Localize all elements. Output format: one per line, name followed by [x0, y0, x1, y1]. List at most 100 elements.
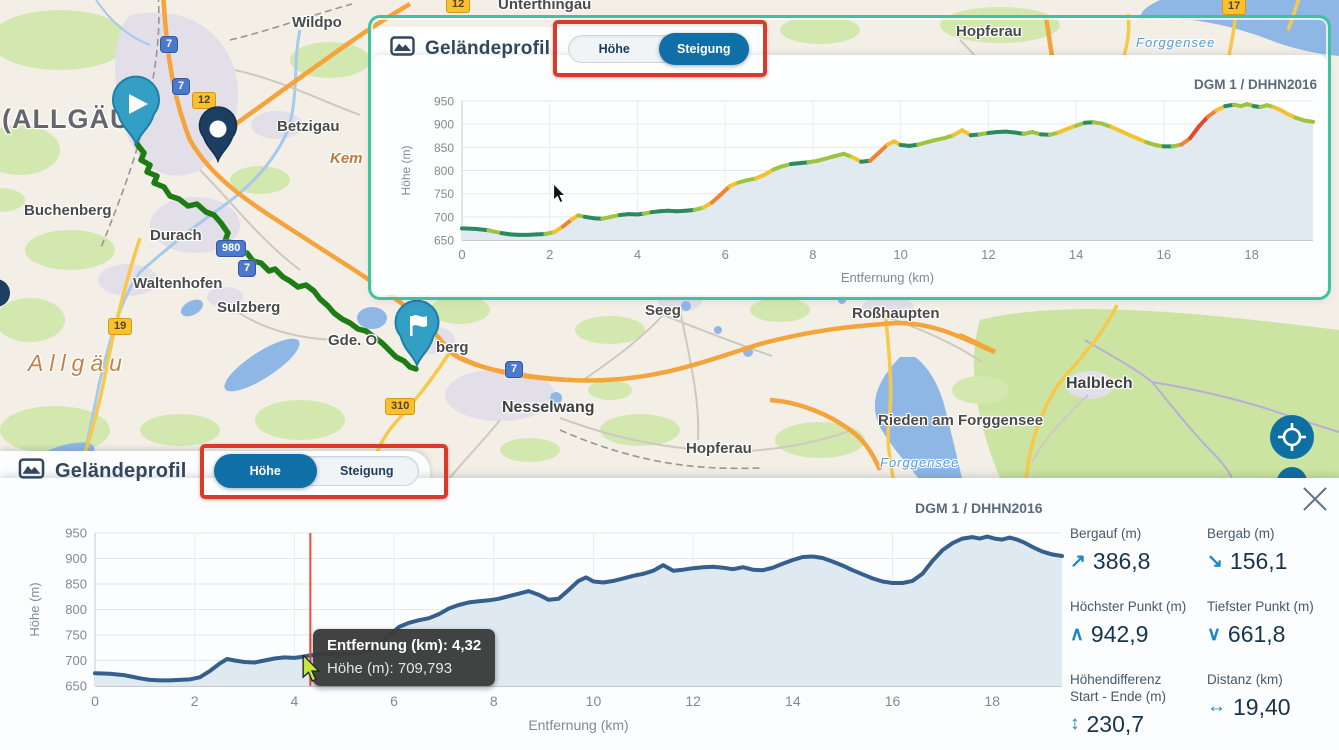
edge-button[interactable]	[0, 279, 10, 307]
stat-arrow-icon: ∨	[1207, 623, 1221, 645]
forest-patches	[0, 7, 1339, 478]
minor-roads	[199, 39, 1101, 479]
road-shield: 7	[172, 78, 191, 95]
stat-label: Bergauf (m)	[1070, 526, 1142, 541]
stat-h-chster-punkt-m-: Höchster Punkt (m) ∧ 942,9	[1070, 599, 1191, 648]
stat-arrow-icon: ↘	[1207, 550, 1223, 572]
stat-value: ∧ 942,9	[1070, 620, 1149, 647]
map-label: Durach	[150, 227, 202, 244]
svg-text:Entfernung (km): Entfernung (km)	[841, 270, 934, 285]
tooltip-distance: Entfernung (km): 4,32	[327, 637, 482, 654]
map-label: Allgäu	[28, 350, 128, 376]
map-label: Buchenberg	[24, 202, 112, 219]
svg-text:0: 0	[91, 693, 99, 709]
motorways	[161, 0, 1055, 471]
svg-text:950: 950	[434, 95, 454, 109]
svg-text:16: 16	[885, 693, 901, 709]
top-toggle-steigung[interactable]: Steigung	[658, 33, 749, 65]
svg-text:8: 8	[809, 247, 816, 262]
svg-text:700: 700	[434, 210, 454, 224]
map-label: Hopferau	[686, 440, 752, 457]
svg-text:750: 750	[434, 187, 454, 201]
map-label: Halblech	[1066, 375, 1133, 392]
stat-bergauf-m-: Bergauf (m) ↗ 386,8	[1070, 526, 1191, 575]
svg-text:4: 4	[634, 247, 641, 262]
svg-text:2: 2	[191, 693, 199, 709]
map-label: Roßhaupten	[852, 305, 940, 322]
geolocate-button[interactable]	[1270, 415, 1314, 459]
stat-label: Bergab (m)	[1207, 526, 1275, 541]
road-shield: 310	[385, 398, 416, 415]
terrain-profile-icon	[18, 458, 45, 484]
geolocate-icon	[1278, 423, 1306, 451]
profile-stats: Bergauf (m) ↗ 386,8 Bergab (m) ↘ 156,1 Höchste…	[1070, 526, 1328, 738]
svg-text:6: 6	[390, 693, 398, 709]
svg-text:18: 18	[1244, 247, 1258, 262]
route-start-marker[interactable]	[112, 75, 160, 147]
map-label: Forggensee	[880, 455, 960, 470]
highlight-cursor-icon	[302, 653, 322, 688]
stat-arrow-icon: ∧	[1070, 623, 1084, 645]
svg-text:900: 900	[434, 118, 454, 132]
waypoint-marker[interactable]	[198, 106, 238, 164]
map-label: Kem	[330, 150, 363, 167]
map-label: berg	[436, 339, 469, 356]
bottom-panel-title: Geländeprofil	[55, 459, 187, 482]
stat-distanz-km-: Distanz (km) ↔ 19,40	[1207, 672, 1328, 738]
mouse-cursor-icon	[553, 182, 567, 209]
svg-text:700: 700	[65, 653, 87, 668]
close-icon[interactable]	[1300, 484, 1330, 514]
steigung-profile-chart[interactable]: 650 700 750 800 850 900 950 0 2 4 6 8 10 12 14 16 18 Höhe…	[383, 88, 1323, 296]
svg-text:Höhe (m): Höhe (m)	[27, 582, 42, 636]
route-end-marker[interactable]	[394, 299, 440, 368]
stat-label: Höchster Punkt (m)	[1070, 598, 1187, 614]
svg-text:900: 900	[65, 551, 87, 566]
flag-icon	[410, 315, 427, 336]
svg-text:12: 12	[981, 247, 995, 262]
stat-tiefster-punkt-m-: Tiefster Punkt (m) ∨ 661,8	[1207, 599, 1328, 648]
svg-text:850: 850	[434, 141, 454, 155]
top-toggle-hoehe[interactable]: Höhe	[598, 42, 630, 56]
top-profile-mode-toggle: Höhe Steigung	[568, 33, 749, 65]
stat-value: ↔ 19,40	[1207, 693, 1291, 720]
boundary-line	[1084, 339, 1339, 479]
svg-text:0: 0	[458, 247, 465, 262]
route-line[interactable]	[134, 141, 419, 372]
svg-text:650: 650	[434, 234, 454, 248]
hoehe-profile-chart[interactable]: 650 700 750 800 850 900 950 0 2 4 6 8 10 12 14 16 18 Höhe…	[25, 520, 1075, 748]
svg-text:Entfernung (km): Entfernung (km)	[528, 717, 628, 733]
svg-text:14: 14	[1069, 247, 1083, 262]
road-shield: 12	[192, 92, 217, 109]
bottom-elevation-source-label: DGM 1 / DHHN2016	[915, 500, 1043, 516]
bottom-toggle-steigung[interactable]: Steigung	[340, 464, 394, 478]
stat-value: ↘ 156,1	[1207, 547, 1288, 574]
svg-text:950: 950	[65, 526, 87, 541]
map-label: Wildpo	[292, 14, 342, 31]
top-panel-title: Geländeprofil	[425, 37, 551, 59]
stat-value: ↕ 230,7	[1070, 710, 1145, 737]
svg-text:12: 12	[685, 693, 701, 709]
svg-text:Höhe (m): Höhe (m)	[399, 145, 413, 195]
svg-text:4: 4	[290, 693, 298, 709]
svg-text:16: 16	[1157, 247, 1171, 262]
svg-text:800: 800	[434, 164, 454, 178]
terrain-profile-icon	[390, 36, 415, 61]
svg-text:8: 8	[490, 693, 498, 709]
stat-label: Höhendifferenz Start - Ende (m)	[1070, 671, 1167, 704]
svg-text:2: 2	[546, 247, 553, 262]
stat-h-hendifferenz-start-ende-m-: Höhendifferenz Start - Ende (m) ↕ 230,7	[1070, 672, 1191, 738]
road-shield: 17	[1222, 0, 1247, 15]
map-label: Nesselwang	[502, 399, 595, 416]
stat-bergab-m-: Bergab (m) ↘ 156,1	[1207, 526, 1328, 575]
stat-arrow-icon: ↕	[1070, 713, 1080, 734]
top-elevation-source-label: DGM 1 / DHHN2016	[1193, 77, 1317, 92]
bottom-toggle-hoehe[interactable]: Höhe	[214, 454, 317, 488]
map-label: Betzigau	[277, 118, 340, 135]
map-label: Gde. O	[328, 332, 378, 349]
tooltip-elevation: Höhe (m): 709,793	[327, 660, 453, 677]
play-icon	[129, 94, 148, 114]
map-label: Forggensee	[1136, 35, 1216, 50]
bottom-profile-mode-toggle: Höhe Steigung	[214, 454, 419, 488]
stat-label: Tiefster Punkt (m)	[1207, 598, 1314, 614]
